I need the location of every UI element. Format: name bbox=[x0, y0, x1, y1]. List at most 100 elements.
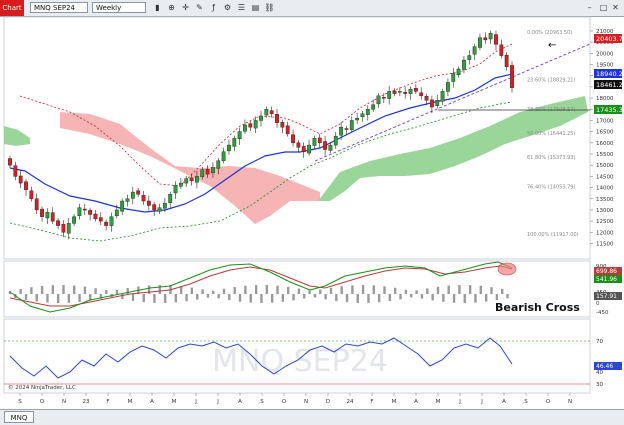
candle-body[interactable] bbox=[34, 198, 39, 211]
candle-body[interactable] bbox=[243, 124, 247, 132]
candle-body[interactable] bbox=[285, 125, 290, 135]
candle-body[interactable] bbox=[307, 144, 311, 154]
time-axis[interactable]: S O N 23 F M A M J J A S O N D 24 F M A M J J A S O N bbox=[18, 393, 572, 405]
candle-body[interactable] bbox=[162, 203, 167, 209]
template-icon[interactable]: ▤ bbox=[251, 3, 260, 12]
candle-body[interactable] bbox=[472, 46, 477, 55]
candle-body[interactable] bbox=[392, 90, 397, 94]
candle-body[interactable] bbox=[18, 175, 23, 184]
candle-body[interactable] bbox=[269, 110, 274, 114]
candle-body[interactable] bbox=[429, 99, 434, 108]
candle-body[interactable] bbox=[360, 113, 365, 118]
candle-body[interactable] bbox=[403, 92, 408, 94]
candle-body[interactable] bbox=[173, 185, 178, 194]
candle-body[interactable] bbox=[510, 65, 514, 88]
candle-body[interactable] bbox=[195, 176, 199, 183]
chart-canvas[interactable]: MNQ SEP24 0.00% (20963.50) 23.60% (18829.… bbox=[0, 16, 624, 409]
candle-body[interactable] bbox=[141, 194, 146, 202]
candle-body[interactable] bbox=[291, 134, 295, 144]
chart-window-tab[interactable]: Chart bbox=[0, 0, 24, 16]
candle-body[interactable] bbox=[344, 128, 349, 130]
candle-body[interactable] bbox=[494, 34, 498, 45]
candle-body[interactable] bbox=[408, 88, 413, 94]
candle-body[interactable] bbox=[355, 118, 360, 121]
candle-body[interactable] bbox=[339, 126, 344, 136]
candle-body[interactable] bbox=[125, 198, 130, 202]
candle-body[interactable] bbox=[216, 160, 221, 169]
candle-body[interactable] bbox=[483, 37, 488, 41]
candle-body[interactable] bbox=[93, 213, 98, 220]
candle-body[interactable] bbox=[371, 104, 376, 110]
candle-body[interactable] bbox=[211, 167, 215, 174]
candle-body[interactable] bbox=[328, 144, 333, 151]
candle-body[interactable] bbox=[56, 220, 60, 226]
candle-body[interactable] bbox=[504, 54, 509, 67]
price-axis[interactable]: 2100020500200001950019000185001800017500… bbox=[590, 29, 614, 248]
candle-body[interactable] bbox=[248, 123, 253, 128]
candle-body[interactable] bbox=[419, 92, 424, 97]
indicators-icon[interactable]: ƒ bbox=[212, 3, 215, 12]
maximize-icon[interactable]: □ bbox=[599, 3, 608, 12]
strategies-icon[interactable]: ⚙ bbox=[223, 3, 232, 12]
candle-body[interactable] bbox=[440, 91, 445, 102]
candle-body[interactable] bbox=[253, 120, 258, 129]
candle-body[interactable] bbox=[387, 91, 392, 99]
candle-body[interactable] bbox=[77, 207, 82, 216]
candle-body[interactable] bbox=[8, 158, 12, 166]
candle-body[interactable] bbox=[205, 169, 210, 175]
candle-body[interactable] bbox=[168, 194, 173, 203]
candle-body[interactable] bbox=[29, 190, 34, 199]
candle-body[interactable] bbox=[232, 138, 237, 147]
candle-body[interactable] bbox=[152, 204, 157, 211]
candle-body[interactable] bbox=[66, 223, 71, 234]
candle-body[interactable] bbox=[136, 190, 141, 195]
candle-body[interactable] bbox=[296, 142, 301, 148]
interval-selector[interactable]: Weekly bbox=[92, 2, 146, 13]
candle-body[interactable] bbox=[333, 135, 338, 146]
candle-body[interactable] bbox=[462, 59, 466, 70]
candle-body[interactable] bbox=[109, 216, 114, 226]
candle-body[interactable] bbox=[237, 131, 242, 140]
candle-body[interactable] bbox=[488, 32, 493, 40]
candle-body[interactable] bbox=[456, 68, 461, 76]
candle-body[interactable] bbox=[275, 113, 279, 123]
bar-type-icon[interactable]: ▮ bbox=[155, 3, 160, 12]
minimize-icon[interactable]: – bbox=[587, 3, 592, 12]
candle-body[interactable] bbox=[72, 216, 76, 224]
rsi-panel[interactable] bbox=[3, 318, 591, 394]
candle-body[interactable] bbox=[323, 141, 327, 150]
close-icon[interactable]: ✕ bbox=[612, 3, 619, 12]
candle-body[interactable] bbox=[82, 208, 87, 211]
candle-body[interactable] bbox=[478, 37, 482, 48]
candle-body[interactable] bbox=[435, 100, 440, 106]
candle-body[interactable] bbox=[50, 212, 55, 222]
candle-body[interactable] bbox=[88, 210, 93, 215]
candle-body[interactable] bbox=[227, 144, 231, 152]
candle-body[interactable] bbox=[451, 73, 456, 82]
candle-body[interactable] bbox=[301, 146, 306, 152]
candle-body[interactable] bbox=[24, 181, 28, 191]
candle-body[interactable] bbox=[184, 178, 189, 184]
candle-body[interactable] bbox=[114, 209, 119, 216]
candle-body[interactable] bbox=[499, 44, 504, 56]
candle-body[interactable] bbox=[13, 165, 18, 177]
candle-body[interactable] bbox=[221, 151, 226, 161]
candle-body[interactable] bbox=[280, 122, 285, 128]
candle-body[interactable] bbox=[264, 109, 269, 116]
candlestick-series[interactable] bbox=[8, 30, 514, 240]
candle-body[interactable] bbox=[467, 55, 472, 60]
instrument-selector[interactable]: MNQ SEP24 bbox=[30, 2, 88, 13]
candle-body[interactable] bbox=[397, 91, 402, 93]
candle-body[interactable] bbox=[317, 137, 322, 144]
candle-body[interactable] bbox=[130, 191, 135, 199]
candle-body[interactable] bbox=[98, 217, 103, 222]
candle-body[interactable] bbox=[146, 200, 151, 206]
candle-body[interactable] bbox=[376, 95, 381, 105]
candle-body[interactable] bbox=[312, 138, 317, 146]
zoom-icon[interactable]: ⊕ bbox=[168, 3, 175, 12]
crosshair-icon[interactable]: ✛ bbox=[182, 3, 189, 12]
candle-body[interactable] bbox=[349, 120, 354, 131]
candle-body[interactable] bbox=[104, 221, 109, 226]
candle-body[interactable] bbox=[120, 200, 125, 212]
candle-body[interactable] bbox=[157, 207, 162, 212]
